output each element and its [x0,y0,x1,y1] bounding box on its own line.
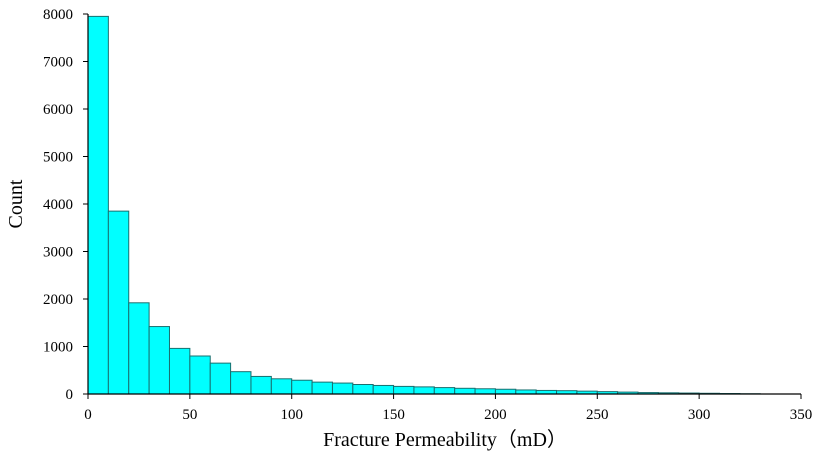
histogram-bar [189,355,211,395]
histogram-bar [87,15,109,395]
x-tick-label: 50 [182,407,197,423]
histogram-bar [393,385,415,395]
x-tick-label: 250 [586,407,609,423]
histogram-bar [107,210,130,395]
histogram-bar [128,302,150,395]
y-axis-title: Count [5,179,27,228]
bars-layer [87,15,761,395]
x-tick-label: 0 [84,407,92,423]
axes-layer [87,14,801,395]
x-ticks-layer: 0 50 100 150 200 250 300 350 [84,394,812,423]
y-tick-label: 5000 [43,150,73,166]
histogram-bar [209,362,232,395]
y-tick-label: 7000 [43,55,73,71]
histogram-bar [474,388,496,395]
histogram-bar [433,387,456,395]
histogram-bar [148,326,170,395]
x-tick-label: 100 [280,407,303,423]
histogram-bar [372,384,395,395]
y-ticks-layer: 0 1000 2000 3000 4000 5000 6000 7000 8000 [43,7,88,403]
histogram-bar [270,378,293,395]
y-tick-label: 0 [66,387,74,403]
histogram-bar [291,379,313,395]
y-tick-label: 6000 [43,102,73,118]
x-tick-label: 150 [382,407,405,423]
x-axis-title: Fracture Permeability（mD） [323,428,567,451]
histogram-bar [250,375,272,395]
y-tick-label: 4000 [43,197,73,213]
y-tick-label: 2000 [43,292,73,308]
histogram-bar [331,382,354,395]
histogram-bar [454,387,476,395]
x-tick-label: 300 [688,407,711,423]
histogram-bar [352,384,374,395]
y-tick-label: 3000 [43,245,73,261]
x-tick-label: 350 [790,407,813,423]
y-tick-label: 1000 [43,340,73,356]
histogram-bar [413,386,435,395]
histogram-bar [168,347,191,395]
y-tick-label: 8000 [43,7,73,23]
x-tick-label: 200 [484,407,507,423]
histogram-bar [515,389,537,395]
histogram-bar [311,381,333,395]
histogram-bar [494,388,517,395]
histogram-bar [230,371,252,395]
